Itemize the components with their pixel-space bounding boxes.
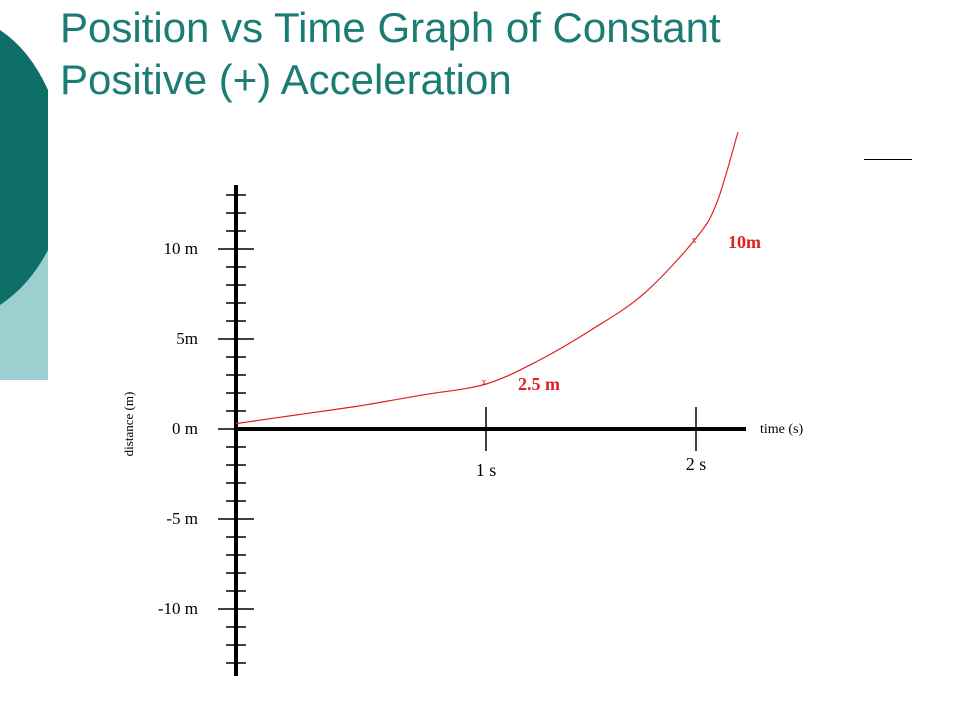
annotation-label: 10m — [728, 232, 761, 252]
slide-title-line-2: Positive (+) Acceleration — [60, 56, 512, 103]
slide-decoration — [0, 30, 48, 380]
decorative-rule — [864, 159, 912, 160]
y-tick-label: 10 m — [164, 239, 198, 258]
x-tick-label: 2 s — [686, 454, 707, 474]
y-axis-tick-labels: 10 m 5m 0 m -5 m -10 m — [158, 239, 198, 618]
annotation-marker: x — [482, 377, 487, 388]
chart-series — [235, 131, 739, 425]
position-curve — [235, 131, 739, 425]
chart-annotations: x 2.5 m x 10m — [482, 232, 762, 394]
chart-axes — [234, 185, 746, 676]
y-tick-label: -10 m — [158, 599, 198, 618]
annotation-label: 2.5 m — [518, 374, 560, 394]
y-axis-label: distance (m) — [121, 392, 136, 457]
y-tick-label: 5m — [176, 329, 198, 348]
y-tick-label: -5 m — [166, 509, 198, 528]
slide-title: Position vs Time Graph of Constant Posit… — [60, 2, 920, 106]
y-axis-ticks — [218, 194, 254, 664]
slide-accent-dark-shape — [0, 30, 48, 305]
x-axis-label: time (s) — [760, 422, 803, 437]
annotation-marker: x — [692, 235, 697, 246]
x-axis-ticks — [485, 407, 697, 451]
slide-title-line-1: Position vs Time Graph of Constant — [60, 4, 721, 51]
x-axis-tick-labels: 1 s 2 s — [476, 454, 707, 480]
x-tick-label: 1 s — [476, 460, 497, 480]
y-tick-label: 0 m — [172, 419, 198, 438]
